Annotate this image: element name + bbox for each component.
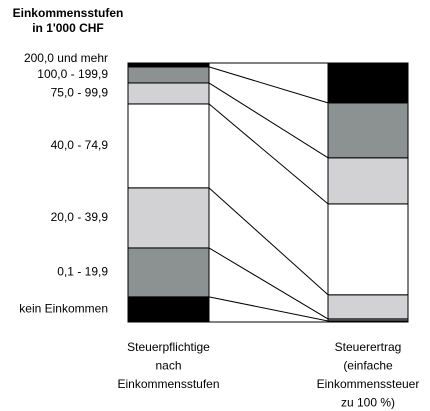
legend-label: 40,0 - 74,9 (51, 138, 109, 152)
bar-segment (127, 187, 210, 249)
bar-segment (127, 296, 210, 323)
bar-segment (327, 294, 409, 320)
x-tick-label: Steuerertrag (335, 340, 402, 354)
bar-segment (327, 203, 409, 296)
bar-segment (127, 62, 210, 68)
x-tick-label: Einkommensstufen (117, 377, 219, 391)
legend-label: 75,0 - 99,9 (51, 86, 109, 100)
bar-segment (327, 102, 409, 159)
connector-line (208, 66, 329, 104)
connector-line (208, 82, 329, 159)
x-tick-label: nach (155, 359, 181, 373)
chart-title: in 1'000 CHF (32, 21, 104, 35)
x-tick-label: Einkommenssteuer (317, 377, 420, 391)
connector-line (208, 103, 329, 205)
legend-label: 200,0 und mehr (24, 51, 108, 65)
chart-title: Einkommensstufen (13, 6, 124, 20)
legend-label: 0,1 - 19,9 (57, 265, 108, 279)
bar-segment (327, 62, 409, 104)
legend-label: 20,0 - 39,9 (51, 210, 109, 224)
x-tick-label: Steuerpflichtige (127, 340, 210, 354)
x-tick-label: (einfache (343, 359, 393, 373)
bar-segment (127, 66, 210, 84)
connector-line (208, 187, 329, 296)
legend-label: 100,0 - 199,9 (37, 67, 108, 81)
bar-segment (127, 103, 210, 189)
bar-segment (327, 157, 409, 205)
connector-line (208, 296, 329, 322)
bar-segment (127, 247, 210, 298)
bar-segment (127, 82, 210, 105)
connector-line (208, 247, 329, 320)
x-tick-label: zu 100 %) (341, 396, 395, 410)
legend-label: kein Einkommen (19, 302, 108, 316)
